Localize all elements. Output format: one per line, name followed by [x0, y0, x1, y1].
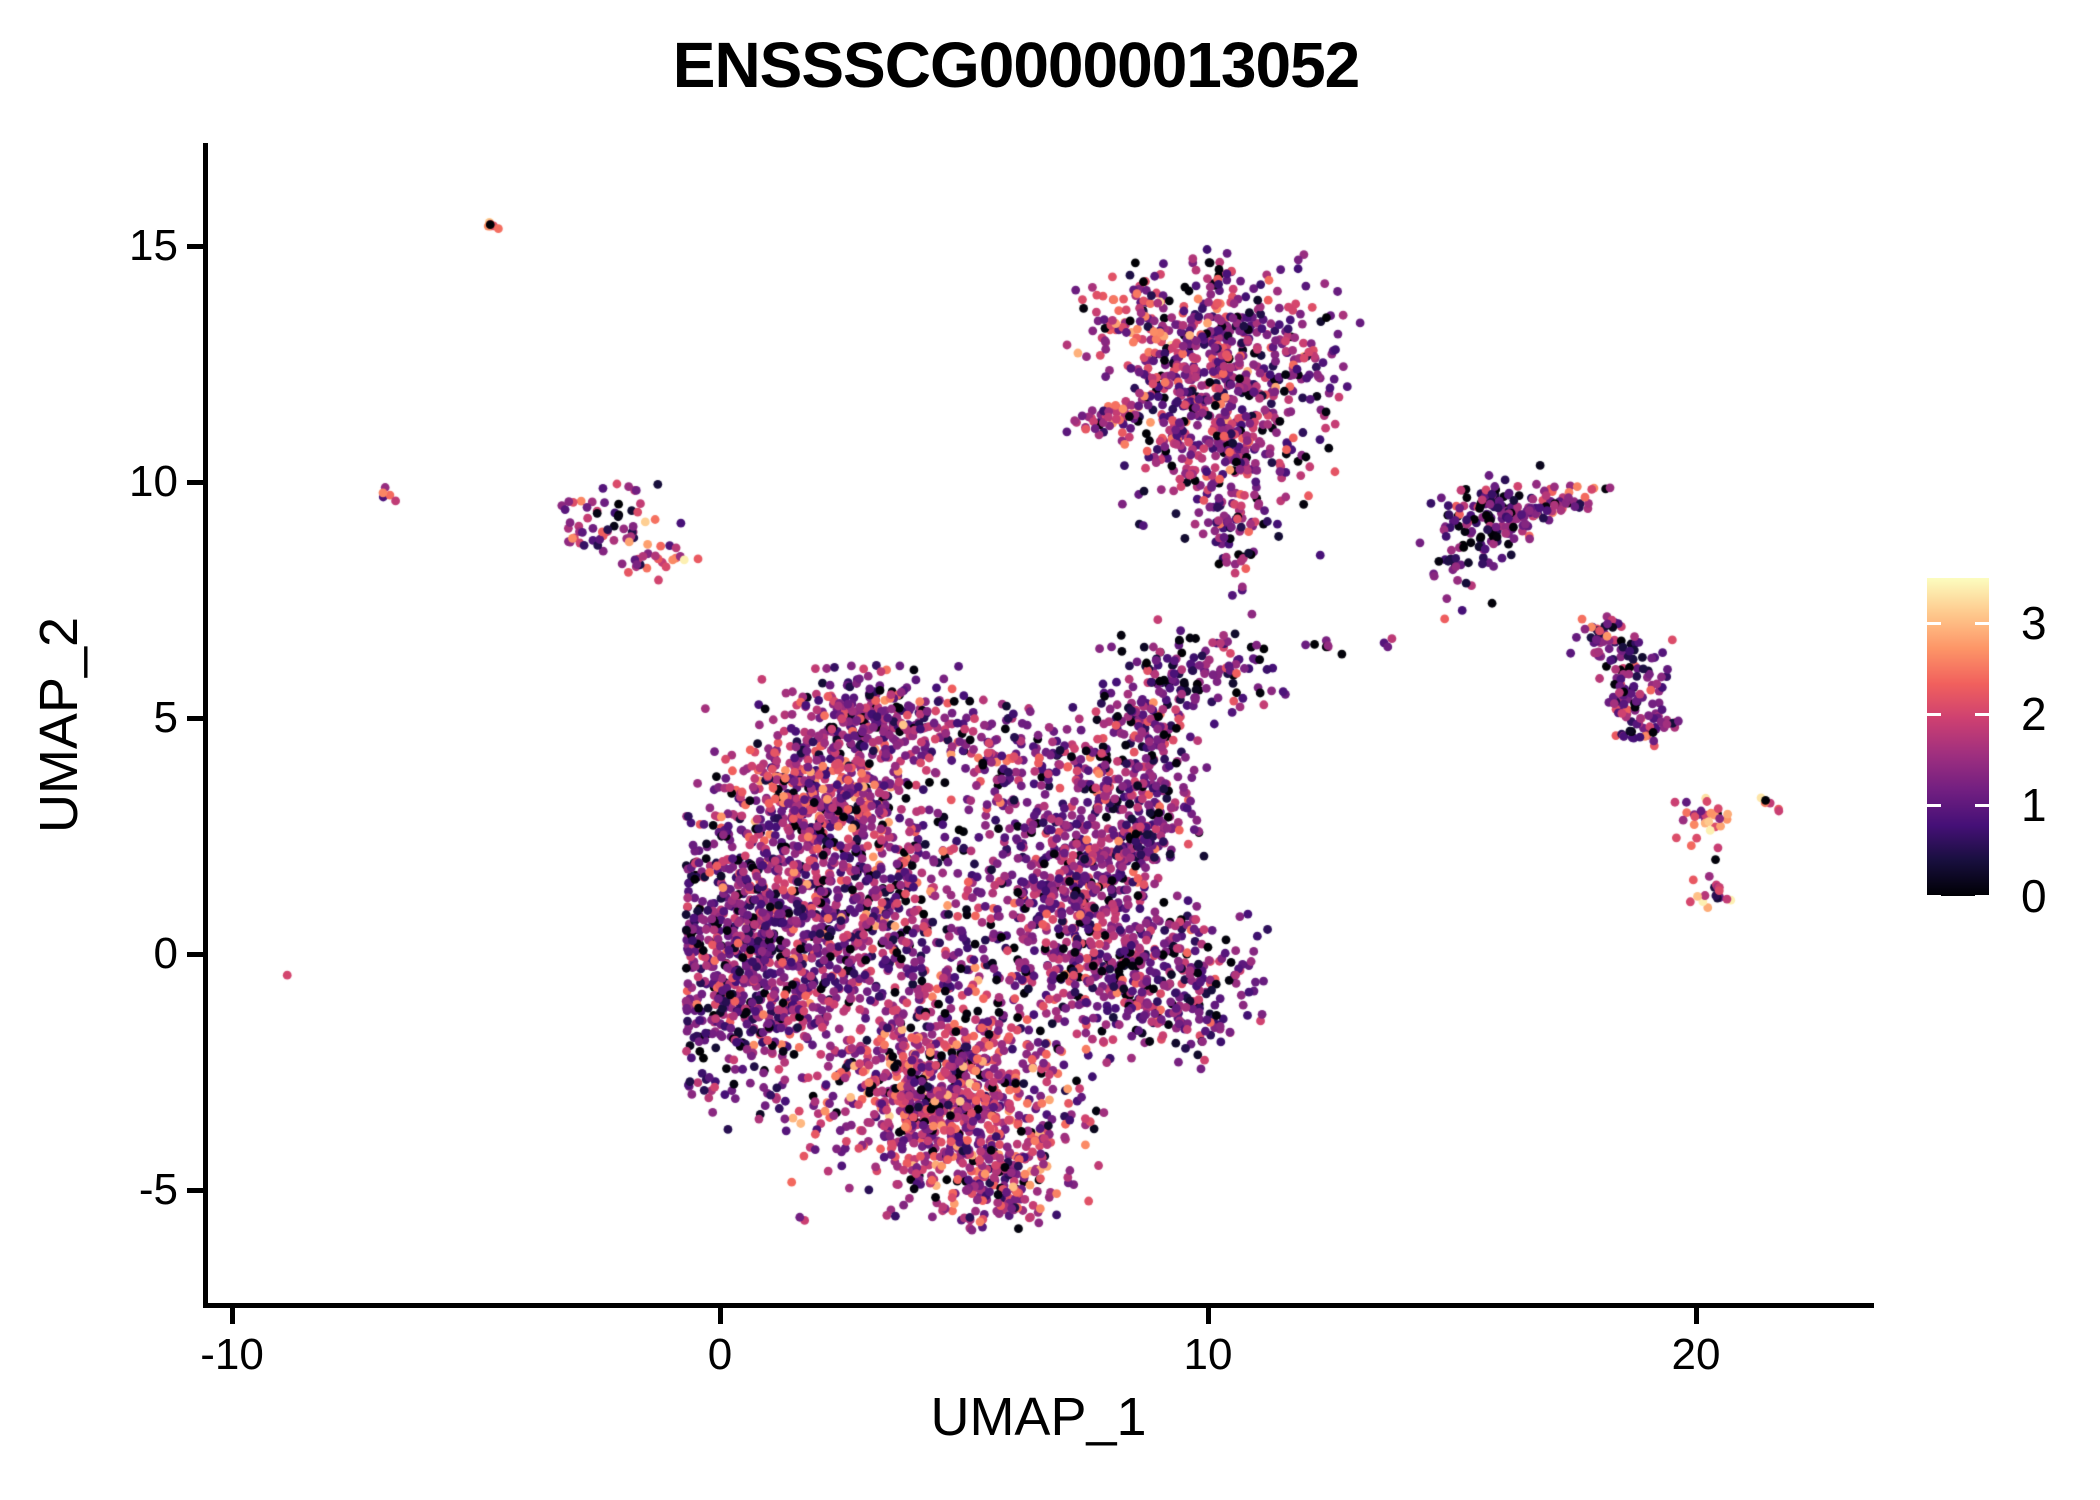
x-tick-label: -10: [200, 1330, 264, 1379]
legend-tick-mark: [1975, 712, 1989, 716]
x-axis-title: UMAP_1: [930, 1387, 1147, 1447]
y-tick-label: 15: [129, 221, 178, 270]
y-tick-label: 0: [153, 929, 178, 978]
legend-tick-label: 3: [2021, 597, 2047, 650]
x-tick-label: 20: [1671, 1330, 1721, 1379]
legend-tick-mark: [1975, 894, 1989, 898]
y-tick-label: 5: [153, 693, 178, 742]
legend-tick-label: 1: [2021, 779, 2047, 832]
y-tick-mark: [187, 1187, 203, 1193]
x-axis-line: [203, 1303, 1874, 1308]
y-tick-mark: [187, 715, 203, 721]
x-tick-mark: [717, 1308, 723, 1324]
y-tick-label: -5: [138, 1165, 178, 1214]
legend-tick-mark: [1927, 621, 1941, 625]
legend-tick-label: 0: [2021, 870, 2047, 922]
x-tick-mark: [1205, 1308, 1211, 1324]
y-axis-line: [203, 143, 208, 1308]
legend-tick-mark: [1927, 712, 1941, 716]
x-tick-label: 0: [707, 1330, 733, 1379]
legend-tick-mark: [1975, 803, 1989, 807]
x-tick-label: 10: [1183, 1330, 1233, 1379]
legend-tick-mark: [1975, 621, 1989, 625]
legend-tick-label: 2: [2021, 688, 2047, 741]
x-tick-mark: [1693, 1308, 1699, 1324]
y-axis-title: UMAP_2: [29, 616, 89, 834]
y-tick-mark: [187, 951, 203, 957]
legend-tick-mark: [1927, 894, 1941, 898]
legend-tick-mark: [1927, 803, 1941, 807]
x-tick-mark: [229, 1308, 235, 1324]
legend-colorbar: [1927, 578, 1989, 896]
y-tick-label: 10: [129, 457, 178, 506]
y-tick-mark: [187, 479, 203, 485]
y-tick-mark: [187, 243, 203, 249]
